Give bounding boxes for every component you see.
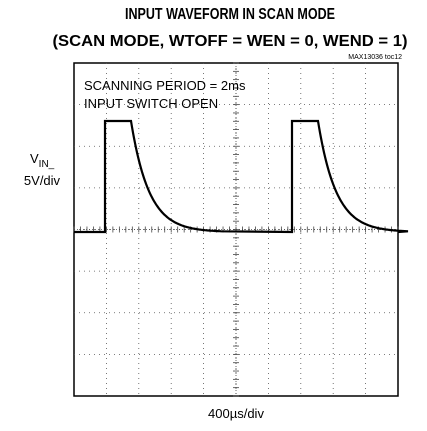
y-label-sub: IN_ bbox=[39, 159, 55, 170]
subtitle: (SCAN MODE, WTOFF = WEN = 0, WEND = 1) bbox=[53, 33, 408, 50]
note: MAX13036 toc12 bbox=[348, 54, 402, 61]
y-label: VIN_ bbox=[30, 151, 55, 170]
title: INPUT WAVEFORM IN SCAN MODE bbox=[125, 6, 335, 23]
x-label: 400µs/div bbox=[208, 406, 264, 421]
y-label-main: V bbox=[30, 151, 39, 166]
y-scale: 5V/div bbox=[24, 173, 61, 188]
waveform bbox=[74, 119, 409, 234]
annotation: SCANNING PERIOD = 2ms bbox=[84, 78, 246, 93]
annotation: INPUT SWITCH OPEN bbox=[84, 96, 218, 111]
scope-screen bbox=[73, 62, 409, 397]
